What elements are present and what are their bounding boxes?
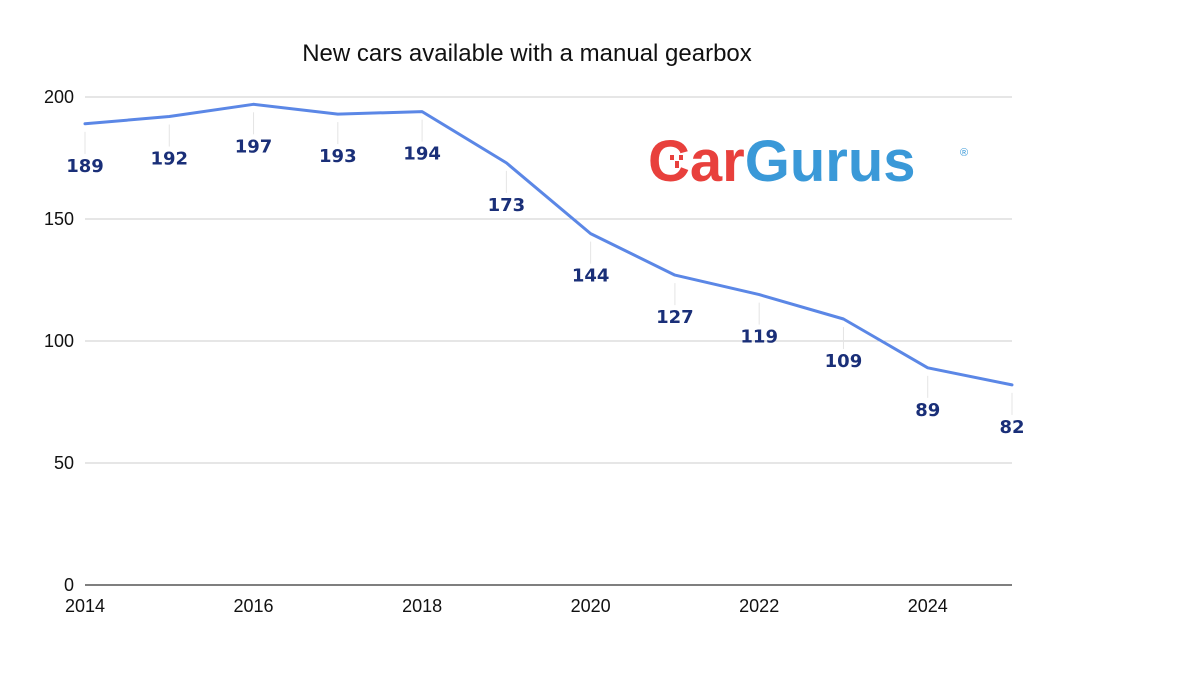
data-label: 109 [825,351,863,372]
x-tick-label: 2024 [908,596,948,616]
series-line-group [83,102,1014,387]
logo-part-car: Car [648,129,745,194]
y-tick-label: 100 [44,331,74,351]
y-tick-label: 150 [44,209,74,229]
logo-eye-icon [679,155,683,160]
data-label: 89 [915,400,940,421]
label-connectors [84,112,1013,415]
y-tick-label: 0 [64,575,74,595]
data-label: 144 [572,266,610,287]
logo-nose-icon [675,161,679,168]
y-tick-label: 200 [44,87,74,107]
x-tick-label: 2022 [739,596,779,616]
data-label: 82 [999,417,1024,438]
series-line [83,102,1014,387]
logo-part-gurus: Gurus [745,129,916,194]
data-label: 193 [319,146,357,167]
y-tick-label: 50 [54,453,74,473]
data-label: 197 [235,136,273,157]
y-axis-ticks: 0 50 100 150 200 [44,87,74,595]
x-tick-label: 2014 [65,596,105,616]
chart-title: New cars available with a manual gearbox [302,40,752,67]
logo-text: CarGurus [648,129,916,194]
x-tick-label: 2020 [571,596,611,616]
data-label: 194 [403,144,441,165]
data-label: 189 [66,156,104,177]
data-label: 192 [150,149,188,170]
data-labels: 189 192 197 193 194 173 144 127 119 109 89 82 [66,136,1024,438]
data-label: 173 [488,195,526,216]
cargurus-logo: CarGurus ® [648,129,968,194]
x-tick-label: 2018 [402,596,442,616]
registered-mark: ® [960,147,968,159]
x-tick-label: 2016 [234,596,274,616]
data-label: 127 [656,307,694,328]
logo-eye-icon [670,155,674,160]
x-axis-ticks: 2014 2016 2018 2020 2022 2024 [65,596,948,616]
data-label: 119 [740,327,778,348]
grid-lines [85,96,1012,586]
